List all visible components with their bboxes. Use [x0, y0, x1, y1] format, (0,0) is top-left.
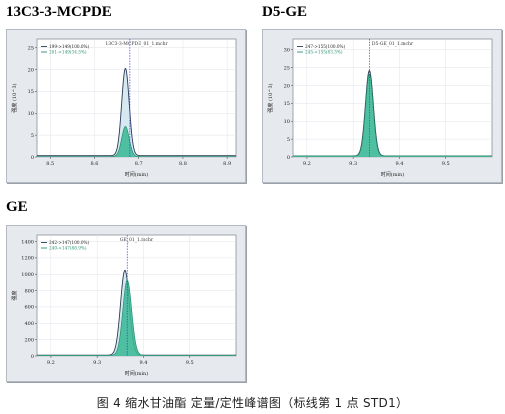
chart-2-frame: D5-GE_01_1.mchr 0 5 10 15 20 25 30 9.2 9.3 9.4 9.5 时…: [262, 29, 502, 183]
file-label: 13C3-3-MCPDE_01_1.mchr: [105, 41, 168, 47]
y-tick-label: 0: [31, 155, 34, 161]
y-axis-label: 强度 (10^3): [267, 83, 274, 112]
chart-svg: D5-GE_01_1.mchr 0 5 10 15 20 25 30 9.2 9.3 9.4 9.5 时…: [267, 38, 493, 178]
chart-1-title: 13C3-3-MCPDE: [6, 4, 112, 20]
figure-caption: 图 4 缩水甘油酯 定量/定性峰谱图（标线第 1 点 STD1）: [96, 396, 409, 410]
qual-trace-line: [37, 126, 236, 157]
x-tick-label: 9.3: [93, 360, 101, 366]
y-tick-label: 20: [28, 67, 34, 73]
y-axis-label: 强度: [11, 290, 18, 300]
x-tick-label: 9.5: [442, 161, 450, 167]
y-tick-label: 5: [287, 137, 290, 143]
y-tick-label: 1000: [21, 272, 34, 278]
y-tick-label: 25: [284, 65, 290, 71]
file-label: GE_01_1.mchr: [120, 237, 154, 243]
y-tick-label: 600: [24, 305, 34, 311]
x-tick-label: 9.5: [186, 360, 194, 366]
y-tick-label: 1400: [21, 239, 34, 245]
quant-trace-line: [37, 67, 236, 157]
x-tick-label: 8.8: [179, 161, 187, 167]
y-tick-label: 800: [24, 288, 34, 294]
x-tick-label: 8.7: [135, 161, 143, 167]
y-tick-label: 1200: [21, 256, 34, 262]
plot-area: [36, 38, 237, 158]
x-tick-label: 8.5: [46, 161, 54, 167]
x-tick-label: 9.2: [303, 161, 311, 167]
y-tick-label: 15: [284, 101, 290, 107]
x-axis-label: 时间(min): [381, 171, 405, 178]
y-tick-label: 30: [284, 48, 290, 54]
y-axis-label: 强度 (10^3): [11, 83, 18, 112]
y-tick-label: 0: [287, 155, 290, 161]
y-tick-label: 200: [24, 337, 34, 343]
chart-svg: 13C3-3-MCPDE_01_1.mchr 0 5 10 15 20 25 8.5 8.6 8.…: [11, 38, 237, 178]
plot-area: [292, 38, 493, 158]
chart-1-frame: 13C3-3-MCPDE_01_1.mchr 0 5 10 15 20 25 8.5 8.6 8.…: [6, 29, 246, 183]
x-tick-label: 9.4: [395, 161, 403, 167]
x-tick-label: 9.2: [47, 360, 55, 366]
x-axis-label: 时间(min): [125, 370, 149, 377]
file-label: D5-GE_01_1.mchr: [372, 41, 414, 47]
qual-trace-line: [293, 73, 492, 157]
x-tick-label: 9.4: [139, 360, 147, 366]
y-tick-label: 400: [24, 321, 34, 327]
y-tick-label: 0: [31, 354, 34, 360]
chart-3-title: GE: [6, 199, 28, 215]
legend-entry: 240->147(88.9%): [49, 246, 87, 251]
legend-entry: 245->155(83.5%): [305, 50, 343, 55]
y-tick-label: 10: [28, 111, 34, 117]
chart-3-frame: GE_01_1.mchr 0 200 400 600 800 1000 1200 1400 9.2…: [6, 225, 246, 382]
x-tick-label: 9.3: [349, 161, 357, 167]
y-tick-label: 10: [284, 119, 290, 125]
legend-entry: 242->147(100.0%): [49, 240, 90, 245]
legend-entry: 247->155(100.0%): [305, 44, 346, 49]
legend-entry: 199->149(100.0%): [49, 44, 90, 49]
chart-2-title: D5-GE: [262, 4, 307, 20]
chart-svg: GE_01_1.mchr 0 200 400 600 800 1000 1200 1400 9.2…: [11, 234, 237, 377]
y-tick-label: 15: [28, 89, 34, 95]
y-tick-label: 25: [28, 46, 34, 52]
legend-entry: 201->149(34.5%): [49, 50, 87, 55]
plot-area: [36, 234, 237, 357]
x-axis-label: 时间(min): [125, 171, 149, 178]
x-tick-label: 8.9: [223, 161, 231, 167]
y-tick-label: 5: [31, 133, 34, 139]
qual-trace-line: [37, 279, 236, 356]
y-tick-label: 20: [284, 83, 290, 89]
x-tick-label: 8.6: [91, 161, 99, 167]
